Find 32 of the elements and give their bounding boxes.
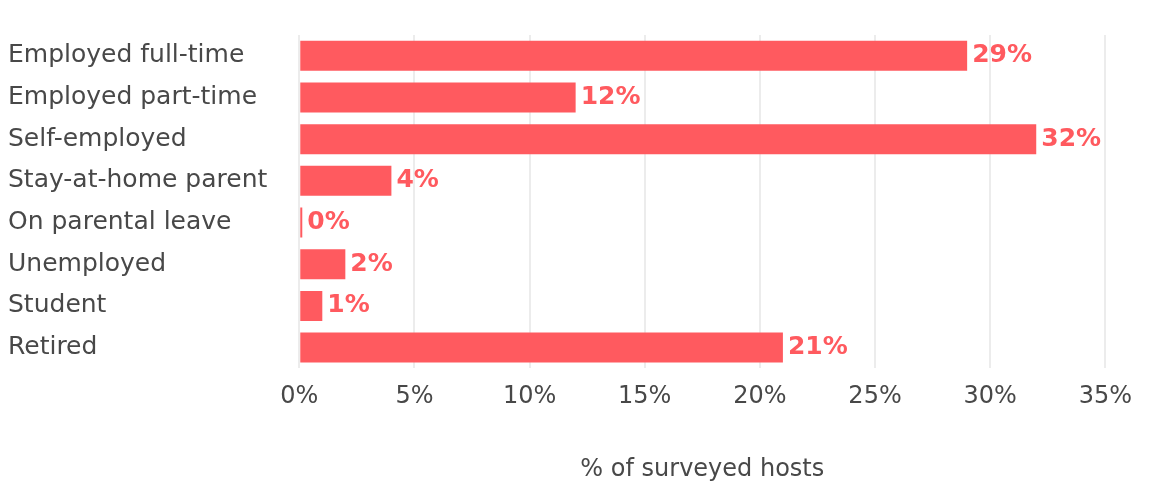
- y-tick-label: Retired: [8, 331, 98, 361]
- bar: [300, 82, 576, 113]
- x-tick-label: 20%: [733, 381, 787, 410]
- x-tick-label: 15%: [618, 381, 672, 410]
- x-tick-label: 5%: [395, 381, 434, 410]
- bar: [300, 290, 323, 321]
- data-label: 2%: [350, 247, 393, 277]
- data-label: 4%: [396, 164, 439, 194]
- data-label: 29%: [972, 39, 1032, 69]
- bar: [300, 249, 346, 280]
- data-label: 32%: [1041, 122, 1102, 152]
- y-tick-label: Student: [8, 289, 107, 319]
- x-tick-label: 35%: [1078, 381, 1132, 410]
- x-axis-title: % of surveyed hosts: [580, 453, 825, 482]
- y-tick-label: On parental leave: [8, 206, 232, 236]
- bar: [300, 124, 1037, 155]
- bar: [300, 165, 392, 196]
- y-tick-label: Employed part-time: [8, 81, 258, 111]
- y-tick-label: Unemployed: [8, 247, 167, 277]
- data-label: 21%: [787, 331, 848, 361]
- bar: [300, 332, 783, 363]
- x-tick-label: 0%: [280, 381, 319, 410]
- x-tick-label: 25%: [848, 381, 902, 410]
- x-tick-label: 30%: [963, 381, 1017, 410]
- x-tick-label: 10%: [502, 381, 557, 410]
- y-tick-label: Employed full-time: [8, 39, 245, 69]
- data-label: 1%: [327, 289, 370, 319]
- y-tick-label: Self-employed: [8, 122, 187, 152]
- data-label: 12%: [580, 81, 641, 111]
- bar: [300, 40, 968, 71]
- data-label: 0%: [307, 206, 350, 236]
- y-tick-label: Stay-at-home parent: [8, 164, 268, 194]
